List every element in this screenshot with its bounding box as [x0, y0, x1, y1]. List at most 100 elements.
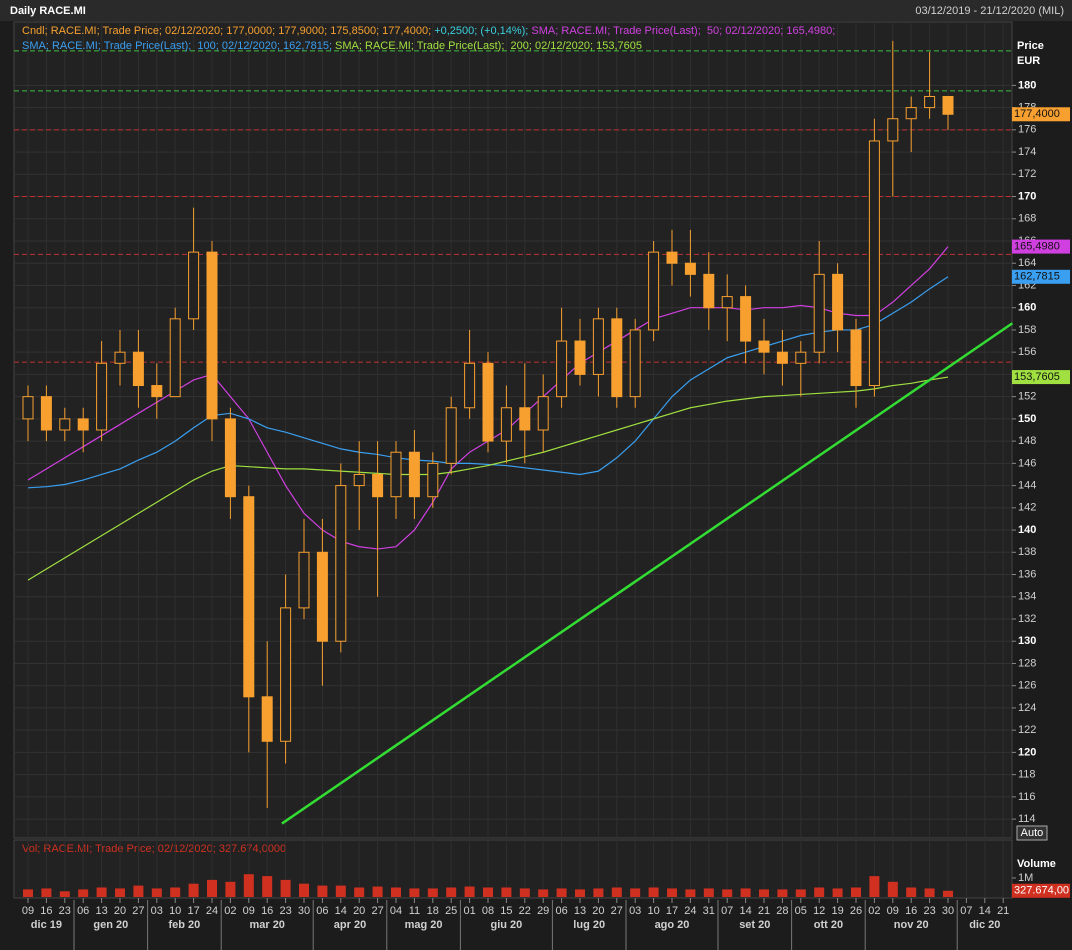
x-tick-label: 17 [187, 905, 199, 917]
candle-body [795, 351, 807, 364]
volume-bar [519, 888, 530, 897]
x-tick-label: 03 [151, 905, 163, 917]
x-tick-label: 27 [371, 905, 383, 917]
volume-bar [814, 887, 825, 897]
volume-bar [188, 883, 199, 897]
y-tick-label: 172 [1018, 168, 1036, 180]
x-tick-label: 11 [409, 905, 420, 917]
volume-bar [575, 889, 585, 897]
volume-bar [648, 887, 659, 897]
volume-bar [740, 888, 751, 897]
legend-entry: SMA; RACE.MI; Trade Price(Last); 100; 02… [22, 40, 332, 52]
volume-bar [225, 881, 236, 897]
x-tick-label: 22 [519, 905, 531, 917]
volume-bar [593, 888, 604, 897]
candle-body [813, 273, 825, 353]
month-label: nov 20 [894, 919, 929, 931]
candle-body [353, 473, 365, 487]
month-label: dic 20 [969, 919, 1000, 931]
candle-body [390, 451, 402, 498]
volume-bar [556, 888, 567, 897]
last-value-label: 153,7605 [1014, 371, 1060, 383]
y-tick-label: 150 [1018, 413, 1036, 425]
volume-bar [483, 887, 493, 897]
x-tick-label: 20 [592, 905, 604, 917]
y-tick-label: 134 [1018, 591, 1036, 603]
volume-bar [887, 881, 898, 897]
x-tick-label: 21 [997, 905, 1009, 917]
candle-body [280, 607, 292, 742]
x-tick-label: 28 [776, 905, 788, 917]
candle-body [924, 95, 936, 109]
candle-body [482, 362, 494, 442]
y-tick-label: 142 [1018, 502, 1036, 514]
candle-body [132, 351, 144, 387]
candle-body [666, 251, 678, 264]
x-tick-label: 15 [500, 905, 512, 917]
volume-bar [151, 888, 162, 897]
x-tick-label: 27 [132, 905, 144, 917]
candle-body [298, 551, 310, 609]
volume-bar [924, 888, 935, 897]
last-value-label: 327.674,00 [1014, 885, 1069, 897]
volume-bar [703, 888, 714, 897]
y-axis-unit: EUR [1017, 55, 1040, 67]
volume-bar [667, 888, 677, 897]
volume-bar [170, 887, 181, 897]
candle-body [758, 340, 770, 353]
y-tick-label: 170 [1018, 190, 1036, 202]
y-tick-label: 180 [1018, 79, 1036, 91]
y-tick-label: 158 [1018, 324, 1036, 336]
x-tick-label: 18 [427, 905, 439, 917]
y-tick-label: 128 [1018, 657, 1036, 669]
volume-bar [41, 888, 52, 897]
volume-bar [446, 887, 457, 897]
candle-body [648, 251, 660, 331]
candle-body [464, 362, 476, 409]
x-tick-label: 09 [22, 905, 34, 917]
volume-bar [427, 888, 438, 897]
candle-body [519, 407, 531, 431]
candle-body [611, 318, 623, 398]
candle-body [243, 496, 255, 698]
volume-title: Volume [1017, 858, 1056, 870]
scale-button-label[interactable]: Auto [1021, 827, 1044, 839]
candle-body [887, 118, 899, 142]
month-label: gen 20 [93, 919, 128, 931]
scale-button[interactable] [1016, 825, 1048, 841]
x-tick-label: 13 [95, 905, 107, 917]
volume-bar [501, 887, 512, 897]
last-value-tag [1012, 239, 1070, 254]
candle-body [629, 329, 641, 398]
volume-bar [538, 889, 549, 897]
y-tick-label: 136 [1018, 568, 1036, 580]
x-tick-label: 23 [279, 905, 291, 917]
y-tick-label: 152 [1018, 391, 1036, 403]
volume-bar [391, 887, 401, 897]
volume-bar [280, 879, 291, 897]
candle-body [721, 296, 733, 309]
x-tick-label: 30 [942, 905, 954, 917]
candle-body [224, 418, 236, 498]
candle-body [22, 396, 34, 420]
volume-bar [722, 889, 733, 897]
volume-bar [207, 879, 217, 897]
x-tick-label: 01 [463, 905, 475, 917]
x-tick-label: 27 [611, 905, 623, 917]
plot-area [13, 21, 1013, 839]
candle-body [427, 462, 439, 498]
last-value-label: 162,7815 [1014, 271, 1060, 283]
last-value-tag [1012, 883, 1070, 898]
x-tick-label: 03 [629, 905, 641, 917]
x-tick-label: 29 [537, 905, 549, 917]
volume-bar [630, 888, 641, 897]
candle-body [905, 107, 917, 120]
month-label: giu 20 [491, 919, 523, 931]
x-tick-label: 17 [666, 905, 678, 917]
y-tick-label: 144 [1018, 479, 1036, 491]
volume-bar [317, 885, 328, 897]
month-label: lug 20 [573, 919, 605, 931]
x-tick-label: 06 [316, 905, 328, 917]
volume-bar [23, 889, 33, 897]
